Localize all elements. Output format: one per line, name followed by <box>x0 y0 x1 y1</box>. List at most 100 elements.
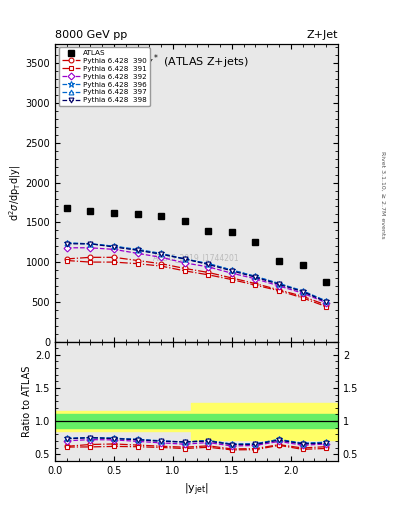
Pythia 6.428  390 <box>159 261 163 267</box>
Line: Pythia 6.428  392: Pythia 6.428 392 <box>64 245 329 305</box>
Pythia 6.428  390 <box>300 293 305 300</box>
Pythia 6.428  397 <box>324 298 329 304</box>
Pythia 6.428  391 <box>253 282 258 288</box>
Pythia 6.428  390 <box>230 275 234 281</box>
Pythia 6.428  398 <box>300 288 305 294</box>
Pythia 6.428  392 <box>112 246 116 252</box>
Pythia 6.428  398 <box>159 251 163 257</box>
Text: Z+Jet: Z+Jet <box>307 30 338 40</box>
ATLAS <box>88 208 93 215</box>
Pythia 6.428  392 <box>230 270 234 276</box>
Pythia 6.428  396 <box>324 298 329 304</box>
Pythia 6.428  396 <box>182 256 187 262</box>
Pythia 6.428  396 <box>64 240 69 246</box>
ATLAS <box>300 262 305 268</box>
Pythia 6.428  397 <box>159 251 163 257</box>
Pythia 6.428  390 <box>88 254 93 261</box>
Pythia 6.428  397 <box>88 241 93 247</box>
Pythia 6.428  397 <box>64 240 69 246</box>
Pythia 6.428  391 <box>182 268 187 274</box>
Pythia 6.428  396 <box>159 250 163 257</box>
ATLAS <box>253 239 258 245</box>
Pythia 6.428  392 <box>253 276 258 282</box>
Pythia 6.428  391 <box>300 295 305 301</box>
Pythia 6.428  398 <box>324 299 329 305</box>
Pythia 6.428  397 <box>135 247 140 253</box>
Pythia 6.428  391 <box>159 263 163 269</box>
Y-axis label: d$^2$$\sigma$/dp$_{\mathrm{T}}$d|y|: d$^2$$\sigma$/dp$_{\mathrm{T}}$d|y| <box>7 164 23 221</box>
Pythia 6.428  390 <box>253 281 258 287</box>
Line: Pythia 6.428  398: Pythia 6.428 398 <box>64 241 329 304</box>
Pythia 6.428  397 <box>182 256 187 262</box>
Pythia 6.428  391 <box>206 272 211 278</box>
Pythia 6.428  398 <box>112 244 116 250</box>
Pythia 6.428  396 <box>206 261 211 267</box>
Text: ATLAS_2019_I1744201: ATLAS_2019_I1744201 <box>153 253 240 263</box>
Pythia 6.428  397 <box>253 273 258 280</box>
ATLAS <box>112 210 116 216</box>
Pythia 6.428  397 <box>112 243 116 249</box>
Pythia 6.428  396 <box>277 281 281 287</box>
Pythia 6.428  396 <box>253 273 258 280</box>
Line: Pythia 6.428  390: Pythia 6.428 390 <box>64 255 329 307</box>
Pythia 6.428  398 <box>182 256 187 262</box>
Pythia 6.428  390 <box>206 269 211 275</box>
ATLAS <box>324 279 329 285</box>
Pythia 6.428  396 <box>88 241 93 247</box>
Line: ATLAS: ATLAS <box>64 205 329 285</box>
Pythia 6.428  391 <box>88 259 93 265</box>
ATLAS <box>159 213 163 219</box>
Pythia 6.428  397 <box>277 281 281 287</box>
X-axis label: |y$_{\mathrm{jet}}$|: |y$_{\mathrm{jet}}$| <box>184 481 209 498</box>
Pythia 6.428  398 <box>135 247 140 253</box>
ATLAS <box>277 258 281 264</box>
Pythia 6.428  398 <box>277 281 281 287</box>
Pythia 6.428  396 <box>135 246 140 252</box>
Pythia 6.428  391 <box>112 259 116 265</box>
Pythia 6.428  396 <box>300 288 305 294</box>
Pythia 6.428  398 <box>253 274 258 280</box>
Text: $y^*$ (ATLAS Z+jets): $y^*$ (ATLAS Z+jets) <box>145 52 248 71</box>
Pythia 6.428  397 <box>300 288 305 294</box>
Pythia 6.428  392 <box>88 245 93 251</box>
Pythia 6.428  397 <box>206 261 211 267</box>
Pythia 6.428  391 <box>135 261 140 267</box>
Pythia 6.428  392 <box>300 290 305 296</box>
Pythia 6.428  392 <box>159 254 163 261</box>
Pythia 6.428  398 <box>230 268 234 274</box>
Pythia 6.428  392 <box>135 250 140 257</box>
Pythia 6.428  398 <box>64 241 69 247</box>
ATLAS <box>230 229 234 235</box>
Pythia 6.428  392 <box>324 300 329 306</box>
Pythia 6.428  396 <box>230 267 234 273</box>
Pythia 6.428  390 <box>277 287 281 293</box>
Pythia 6.428  391 <box>277 288 281 294</box>
ATLAS <box>206 228 211 234</box>
Legend: ATLAS, Pythia 6.428  390, Pythia 6.428  391, Pythia 6.428  392, Pythia 6.428  39: ATLAS, Pythia 6.428 390, Pythia 6.428 39… <box>59 47 150 106</box>
Pythia 6.428  392 <box>182 260 187 266</box>
ATLAS <box>135 211 140 218</box>
Pythia 6.428  398 <box>88 241 93 247</box>
Pythia 6.428  397 <box>230 267 234 273</box>
Line: Pythia 6.428  396: Pythia 6.428 396 <box>63 240 330 305</box>
Text: Rivet 3.1.10, ≥ 2.7M events: Rivet 3.1.10, ≥ 2.7M events <box>381 151 386 239</box>
Pythia 6.428  390 <box>64 256 69 262</box>
Pythia 6.428  392 <box>64 245 69 251</box>
Pythia 6.428  390 <box>182 265 187 271</box>
Pythia 6.428  392 <box>206 264 211 270</box>
Pythia 6.428  398 <box>206 262 211 268</box>
Line: Pythia 6.428  397: Pythia 6.428 397 <box>64 241 329 304</box>
Line: Pythia 6.428  391: Pythia 6.428 391 <box>64 258 329 309</box>
Pythia 6.428  390 <box>324 302 329 308</box>
Y-axis label: Ratio to ATLAS: Ratio to ATLAS <box>22 366 32 437</box>
ATLAS <box>182 218 187 224</box>
Pythia 6.428  391 <box>230 276 234 283</box>
Pythia 6.428  392 <box>277 283 281 289</box>
Pythia 6.428  396 <box>112 243 116 249</box>
Pythia 6.428  391 <box>324 304 329 310</box>
Pythia 6.428  391 <box>64 258 69 264</box>
Pythia 6.428  390 <box>112 254 116 261</box>
Pythia 6.428  390 <box>135 258 140 264</box>
ATLAS <box>64 205 69 211</box>
Text: 8000 GeV pp: 8000 GeV pp <box>55 30 127 40</box>
